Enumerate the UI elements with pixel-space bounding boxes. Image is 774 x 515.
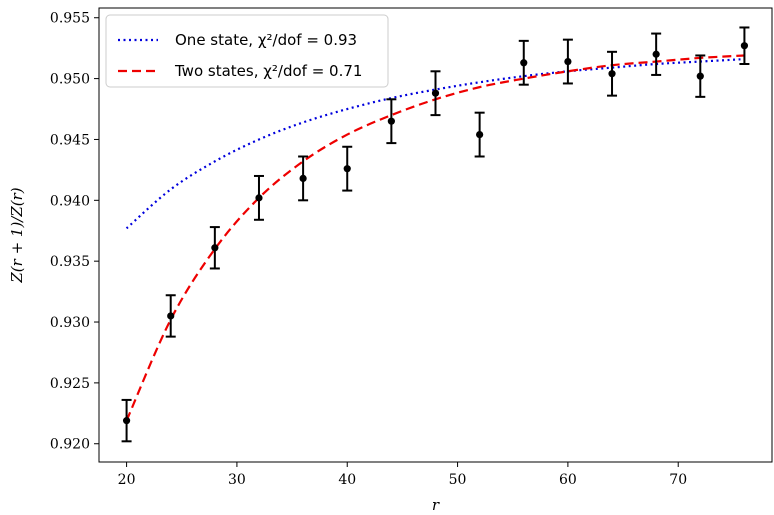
data-marker (211, 244, 219, 252)
data-points (121, 26, 750, 443)
data-point (253, 174, 264, 221)
data-point (165, 294, 176, 338)
data-marker (343, 165, 351, 173)
y-tick-label: 0.940 (50, 193, 90, 209)
x-tick-label: 60 (559, 472, 577, 488)
y-tick-label: 0.935 (50, 254, 90, 270)
data-point (430, 70, 441, 117)
data-marker (122, 417, 131, 425)
data-point (607, 50, 618, 97)
data-marker (167, 312, 175, 320)
data-marker (740, 42, 749, 50)
data-marker (476, 130, 484, 139)
y-axis-ticks: 0.920 0.925 0.930 0.935 0.940 0.945 0.950 0.955 (50, 11, 99, 453)
legend: One state, χ²/dof = 0.93 Two states, χ²/… (105, 14, 389, 88)
x-tick-label: 30 (228, 472, 246, 488)
y-axis-label: Z(r + 1)/Z(r) (8, 187, 26, 283)
x-axis-ticks: 20 30 40 50 60 70 (118, 462, 687, 488)
data-point (695, 54, 706, 98)
x-tick-label: 20 (118, 472, 136, 488)
data-marker (696, 72, 704, 80)
y-tick-label: 0.930 (50, 315, 90, 331)
data-marker (652, 50, 660, 58)
data-point (518, 39, 529, 86)
y-tick-label: 0.955 (50, 11, 90, 27)
data-marker (431, 89, 440, 97)
data-marker (608, 70, 616, 78)
y-tick-label: 0.950 (50, 72, 90, 88)
data-marker (255, 194, 263, 202)
y-tick-label: 0.925 (50, 376, 90, 392)
data-point (121, 398, 132, 443)
data-marker (387, 117, 395, 125)
data-marker (299, 174, 307, 183)
data-marker (520, 59, 528, 67)
legend-label-two-states: Two states, χ²/dof = 0.71 (174, 62, 362, 80)
legend-box (105, 14, 389, 88)
data-point (474, 111, 485, 158)
data-point (342, 145, 353, 192)
x-tick-label: 50 (449, 472, 467, 488)
data-marker (564, 57, 572, 66)
data-point (386, 98, 397, 145)
data-point (562, 38, 573, 85)
data-point (651, 32, 662, 76)
legend-label-one-state: One state, χ²/dof = 0.93 (175, 31, 357, 49)
x-tick-label: 70 (669, 472, 687, 488)
x-axis-label: r (432, 496, 440, 514)
data-point (739, 26, 750, 65)
y-tick-label: 0.945 (50, 132, 90, 148)
fit-curve-1 (125, 54, 745, 422)
data-point (209, 226, 220, 270)
fit-curves (125, 54, 745, 422)
data-point (298, 155, 309, 202)
plot-frame (98, 7, 773, 463)
y-tick-label: 0.920 (50, 437, 90, 453)
x-tick-label: 40 (338, 472, 356, 488)
